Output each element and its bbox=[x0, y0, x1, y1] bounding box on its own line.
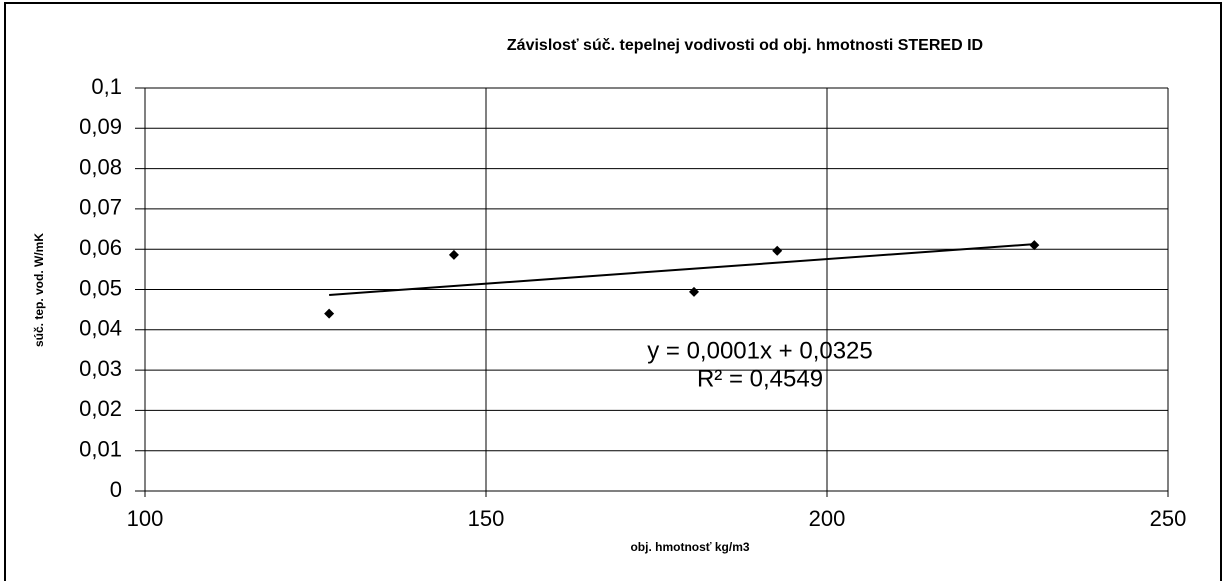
point bbox=[1029, 240, 1040, 251]
y-tick-label: 0,05 bbox=[79, 275, 122, 300]
y-tick-label: 0,03 bbox=[79, 356, 122, 381]
x-tick-label: 100 bbox=[127, 506, 164, 531]
y-tick-label: 0,1 bbox=[91, 74, 122, 99]
r-squared: R² = 0,4549 bbox=[697, 365, 823, 392]
equation: y = 0,0001x + 0,0325 bbox=[647, 337, 873, 364]
y-tick-label: 0 bbox=[110, 477, 122, 502]
trendline bbox=[329, 243, 1035, 296]
x-tick-label: 250 bbox=[1150, 506, 1187, 531]
y-tick-label: 0,09 bbox=[79, 114, 122, 139]
y-tick-label: 0,02 bbox=[79, 396, 122, 421]
x-tick-label: 200 bbox=[809, 506, 846, 531]
y-tick-label: 0,07 bbox=[79, 195, 122, 220]
y-tick-label: 0,01 bbox=[79, 437, 122, 462]
y-tick-label: 0,06 bbox=[79, 235, 122, 260]
x-axis-label: obj. hmotnosť kg/m3 bbox=[630, 540, 749, 554]
x-tick-label: 150 bbox=[468, 506, 505, 531]
point bbox=[324, 308, 335, 319]
chart-border bbox=[4, 2, 1222, 581]
point bbox=[772, 245, 783, 256]
point bbox=[448, 249, 459, 260]
y-tick-label: 0,08 bbox=[79, 154, 122, 179]
point bbox=[689, 286, 700, 297]
y-axis-label: súč. tep. vod. W/mK bbox=[32, 233, 46, 347]
y-tick-label: 0,04 bbox=[79, 316, 122, 341]
chart-title: Závislosť súč. tepelnej vodivosti od obj… bbox=[507, 37, 983, 54]
